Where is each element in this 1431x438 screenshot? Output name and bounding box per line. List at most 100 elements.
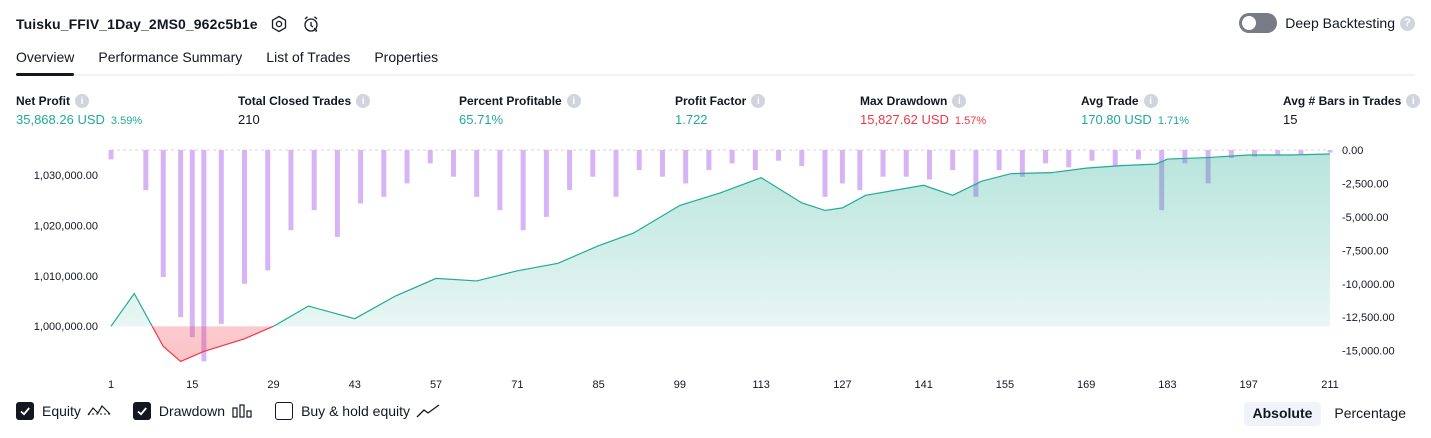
equity-underwater-fill bbox=[152, 326, 274, 362]
legend-drawdown[interactable]: Drawdown bbox=[132, 402, 253, 420]
drawdown-bar bbox=[1135, 150, 1141, 160]
drawdown-bar bbox=[404, 150, 410, 184]
equity-label: Equity bbox=[42, 403, 81, 419]
drawdown-bar bbox=[143, 150, 149, 191]
info-icon[interactable]: i bbox=[566, 94, 581, 108]
drawdown-label: Drawdown bbox=[158, 403, 226, 419]
drawdown-bar bbox=[1066, 150, 1072, 168]
drawdown-bar bbox=[218, 150, 224, 324]
drawdown-bar bbox=[288, 150, 294, 231]
metric-percent-profitable: Percent Profitable i 65.71% bbox=[459, 92, 581, 127]
x-axis-tick: 183 bbox=[1158, 379, 1176, 391]
absolute-button[interactable]: Absolute bbox=[1243, 402, 1322, 426]
x-axis-tick: 99 bbox=[674, 379, 686, 391]
x-axis-tick: 85 bbox=[592, 379, 604, 391]
x-axis-tick: 57 bbox=[430, 379, 442, 391]
metric-percent: 3.59% bbox=[110, 115, 143, 127]
metric-label: Percent Profitable bbox=[459, 94, 562, 108]
display-mode-switch: Absolute Percentage bbox=[1240, 402, 1416, 426]
right-axis-tick: -10,000.00 bbox=[1342, 279, 1395, 291]
metric-label: Avg # Bars in Trades bbox=[1283, 94, 1402, 108]
equity-line-underwater bbox=[111, 326, 275, 363]
drawdown-bar bbox=[1252, 150, 1258, 157]
drawdown-bar bbox=[242, 150, 248, 284]
drawdown-bar bbox=[636, 150, 642, 171]
settings-icon[interactable] bbox=[268, 13, 290, 35]
buy-hold-checkbox[interactable] bbox=[275, 402, 294, 420]
drawdown-checkbox[interactable] bbox=[132, 402, 151, 420]
info-icon[interactable]: i bbox=[751, 94, 766, 108]
drawdown-bar bbox=[201, 150, 207, 362]
tab-list-of-trades[interactable]: List of Trades bbox=[266, 49, 351, 65]
drawdown-bar bbox=[857, 150, 863, 191]
drawdown-bar bbox=[1089, 150, 1095, 161]
metric-value: 15,827.62 USD bbox=[860, 112, 949, 127]
drawdown-bar bbox=[1043, 150, 1049, 164]
drawdown-bar bbox=[973, 150, 979, 197]
deep-backtesting-label: Deep Backtesting bbox=[1285, 15, 1395, 31]
x-axis-tick: 71 bbox=[511, 379, 523, 391]
info-icon[interactable]: i bbox=[75, 94, 89, 108]
x-axis-tick: 155 bbox=[996, 379, 1014, 391]
x-axis-tick: 197 bbox=[1240, 379, 1258, 391]
x-axis-tick: 29 bbox=[267, 379, 279, 391]
left-axis-tick: 1,030,000.00 bbox=[34, 170, 98, 182]
metric-value: 15 bbox=[1283, 112, 1298, 127]
drawdown-bar bbox=[822, 150, 828, 197]
percentage-button[interactable]: Percentage bbox=[1334, 405, 1406, 421]
info-icon[interactable]: i bbox=[1406, 94, 1421, 108]
drawdown-bar bbox=[729, 150, 735, 164]
deep-backtesting-help-icon[interactable]: ? bbox=[1400, 15, 1415, 31]
equity-checkbox[interactable] bbox=[16, 402, 34, 420]
drawdown-bar bbox=[1228, 150, 1234, 159]
drawdown-bar bbox=[839, 150, 845, 184]
drawdown-bar bbox=[590, 150, 596, 177]
drawdown-bar bbox=[108, 150, 114, 160]
drawdown-bar bbox=[1298, 150, 1304, 155]
info-icon[interactable]: i bbox=[356, 94, 371, 108]
drawdown-bar bbox=[1019, 150, 1025, 177]
info-icon[interactable]: i bbox=[952, 94, 967, 108]
legend-buy-hold[interactable]: Buy & hold equity bbox=[275, 402, 440, 420]
left-axis-tick: 1,010,000.00 bbox=[34, 271, 98, 283]
drawdown-bar bbox=[659, 150, 665, 177]
left-axis-tick: 1,020,000.00 bbox=[34, 221, 98, 233]
alarm-clock-icon[interactable] bbox=[300, 13, 322, 35]
info-icon[interactable]: i bbox=[1143, 94, 1158, 108]
equity-area bbox=[110, 153, 1331, 363]
drawdown-bar bbox=[160, 150, 166, 278]
drawdown-bar bbox=[358, 150, 364, 204]
x-axis-tick: 15 bbox=[186, 379, 198, 391]
x-axis-tick: 211 bbox=[1321, 379, 1339, 391]
right-axis-tick: 0.00 bbox=[1342, 145, 1363, 157]
metric-value: 65.71% bbox=[459, 112, 504, 127]
deep-backtesting-toggle[interactable] bbox=[1239, 13, 1278, 33]
drawdown-bar bbox=[334, 150, 340, 237]
drawdown-bar bbox=[265, 150, 271, 271]
legend-equity[interactable]: Equity bbox=[16, 402, 111, 420]
tab-properties[interactable]: Properties bbox=[374, 49, 439, 65]
equity-drawdown-chart[interactable]: 1,030,000.00 1,020,000.00 1,010,000.00 1,00… bbox=[0, 140, 1431, 400]
drawdown-bar bbox=[450, 150, 456, 177]
x-axis-tick: 127 bbox=[833, 379, 851, 391]
left-axis-tick: 1,000,000.00 bbox=[34, 321, 98, 333]
chart-legend: Equity Drawdown Buy & hold equity bbox=[16, 402, 462, 420]
x-axis: 1 15 29 43 57 71 85 99 113 127 141 155 169 183 197 211 bbox=[108, 379, 1339, 391]
metric-total-closed-trades: Total Closed Trades i 210 bbox=[238, 92, 371, 127]
metric-max-drawdown: Max Drawdown i 15,827.62 USD 1.57% bbox=[860, 92, 986, 127]
x-axis-tick: 169 bbox=[1077, 379, 1095, 391]
metric-label: Net Profit bbox=[16, 94, 70, 108]
drawdown-bar bbox=[381, 150, 387, 197]
drawdown-bar bbox=[311, 150, 317, 211]
metric-value: 1.722 bbox=[675, 112, 708, 127]
tab-overview[interactable]: Overview bbox=[16, 44, 75, 76]
metric-profit-factor: Profit Factor i 1.722 bbox=[675, 92, 766, 127]
drawdown-bar bbox=[1182, 150, 1188, 164]
drawdown-bar bbox=[1327, 150, 1333, 153]
tab-performance-summary[interactable]: Performance Summary bbox=[98, 49, 243, 65]
drawdown-bar bbox=[189, 150, 195, 338]
line-chart-icon bbox=[87, 403, 111, 419]
strategy-title: Tuisku_FFIV_1Day_2MS0_962c5b1e bbox=[16, 16, 258, 32]
drawdown-bar bbox=[706, 150, 712, 171]
drawdown-bar bbox=[880, 150, 886, 177]
